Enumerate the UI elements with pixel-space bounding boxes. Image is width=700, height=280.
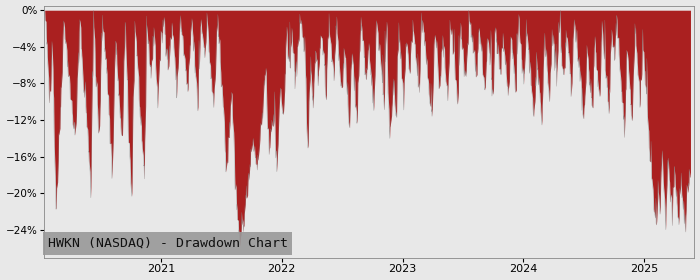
Text: HWKN (NASDAQ) - Drawdown Chart: HWKN (NASDAQ) - Drawdown Chart bbox=[48, 237, 288, 250]
